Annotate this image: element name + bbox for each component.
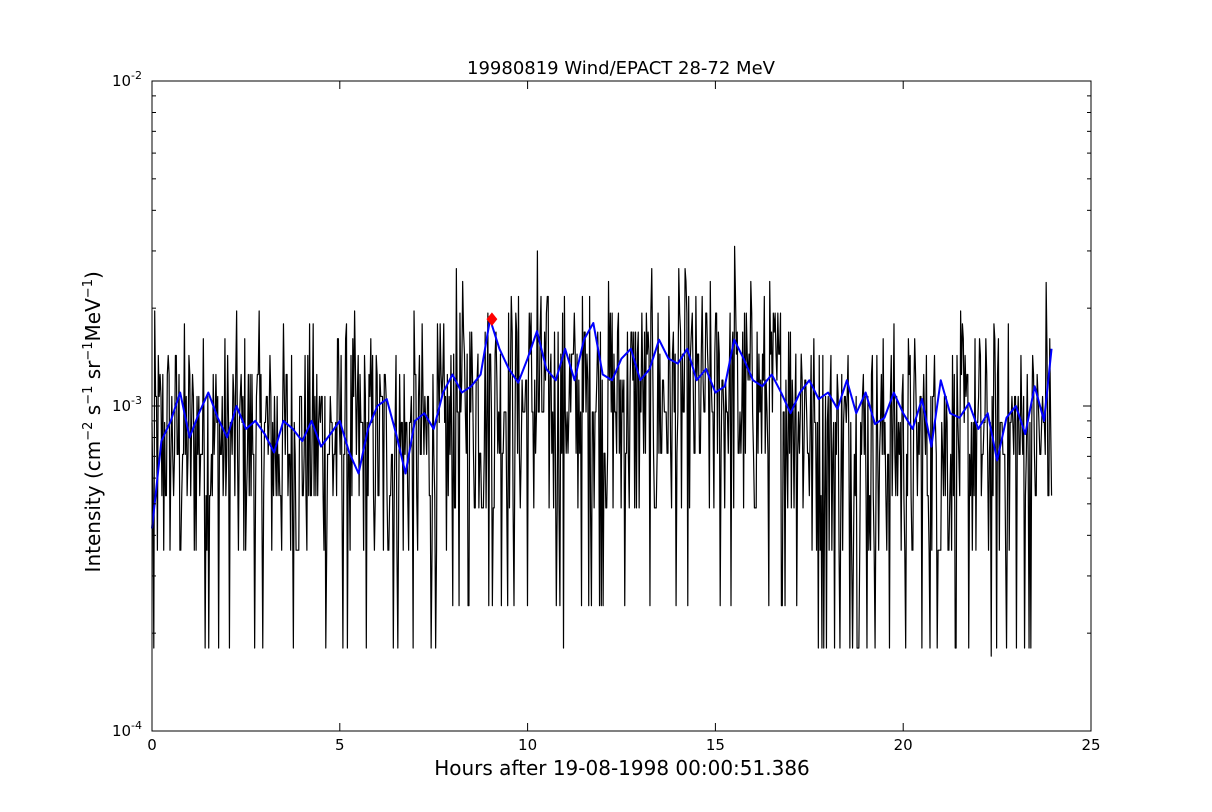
axis-ticks: 0 5 10 15 20 25 10-4 10-3 10-2 xyxy=(112,69,1101,754)
y-unit-s-exp: −1 xyxy=(81,385,97,405)
x-tick-label: 0 xyxy=(147,736,157,754)
raw-series xyxy=(151,245,1053,657)
y-tick-label: 10-4 xyxy=(112,719,142,740)
x-tick-label: 5 xyxy=(335,736,345,754)
y-unit-mev: MeV xyxy=(80,298,105,342)
smoothed-series-line xyxy=(151,318,1053,529)
y-axis-label: Intensity (cm−2 s−1 sr−1MeV−1) xyxy=(77,252,105,592)
event-marker xyxy=(486,312,498,326)
y-axis-label-close: ) xyxy=(80,271,105,280)
x-tick-label: 20 xyxy=(894,736,913,754)
y-unit-cm: cm xyxy=(80,440,105,472)
x-tick-label: 25 xyxy=(1081,736,1100,754)
smoothed-series xyxy=(151,318,1053,529)
y-tick-label: 10-2 xyxy=(112,69,142,90)
marker-series xyxy=(486,312,498,326)
x-tick-label: 15 xyxy=(706,736,725,754)
y-unit-cm-exp: −2 xyxy=(81,421,97,441)
raw-series-line xyxy=(151,245,1053,657)
x-tick-label: 10 xyxy=(518,736,537,754)
x-axis-label: Hours after 19-08-1998 00:00:51.386 xyxy=(434,756,810,780)
y-tick-label: 10-3 xyxy=(112,394,142,415)
y-unit-sr-exp: −1 xyxy=(81,341,97,361)
y-unit-mev-exp: −1 xyxy=(81,279,97,299)
y-unit-sr: sr xyxy=(80,360,105,386)
y-axis-label-base: Intensity ( xyxy=(80,471,105,573)
chart-title: 19980819 Wind/EPACT 28-72 MeV xyxy=(467,58,776,79)
y-unit-s: s xyxy=(80,404,105,422)
